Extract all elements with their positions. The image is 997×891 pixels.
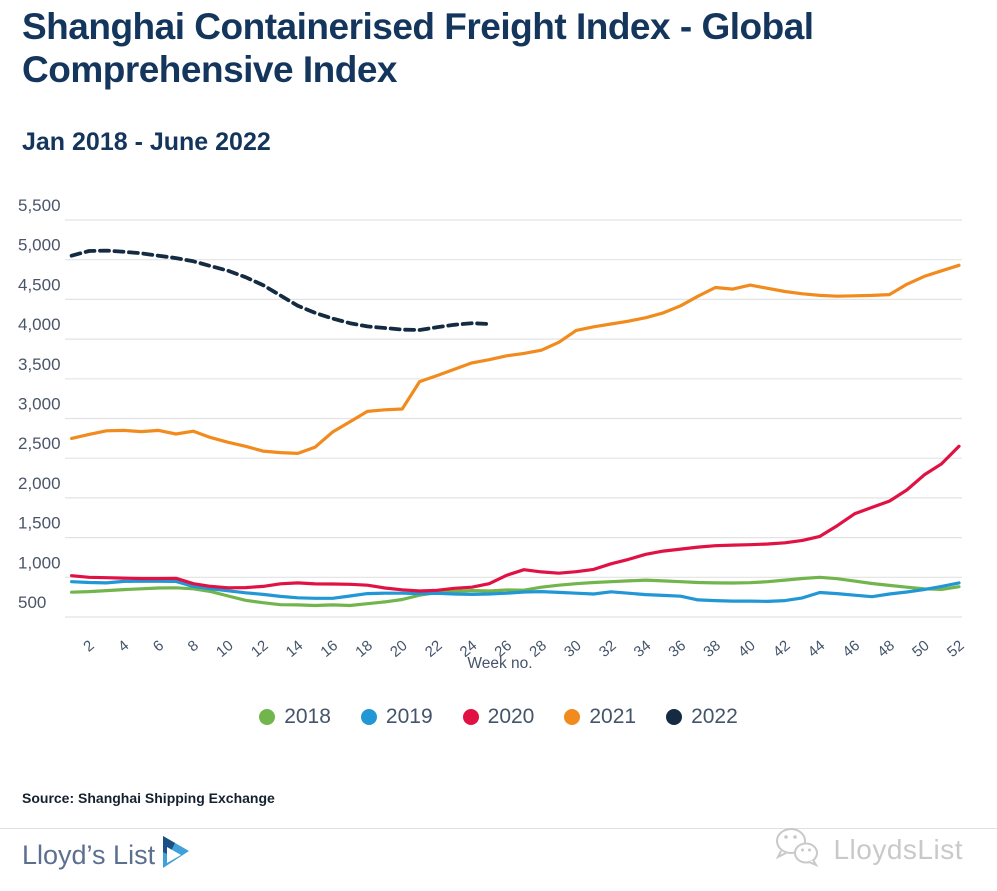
series-line-2019	[70, 579, 961, 603]
source-note: Source: Shanghai Shipping Exchange	[22, 790, 275, 806]
y-axis-tick-label: 2,000	[18, 474, 61, 493]
y-axis-tick-label: 2,500	[18, 434, 61, 453]
x-axis-tick-label: 16	[317, 637, 341, 661]
legend-dot-2018	[259, 709, 276, 725]
legend-dot-2020	[462, 709, 479, 725]
series-line-2022	[69, 248, 492, 332]
x-axis-tick-label: 4	[115, 637, 132, 655]
legend-label: 2018	[284, 705, 331, 728]
legend-label: 2022	[691, 705, 738, 728]
footer-divider	[0, 828, 997, 829]
x-axis-tick-label: 6	[150, 637, 167, 655]
x-axis-tick-label: 14	[283, 637, 307, 661]
x-axis-tick-label: 22	[422, 637, 446, 661]
x-axis-tick-label: 8	[185, 637, 202, 655]
y-axis-tick-label: 1,500	[18, 514, 61, 533]
x-axis-tick-label: 42	[770, 637, 794, 661]
y-axis-tick-label: 3,500	[18, 355, 61, 374]
legend-item-2018: 2018	[259, 705, 331, 729]
x-axis-tick-label: 50	[909, 637, 933, 661]
legend-item-2019: 2019	[360, 705, 433, 729]
lloyds-list-logo-icon	[159, 834, 195, 877]
series-line-2021	[70, 263, 961, 455]
legend-dot-2022	[666, 709, 683, 725]
x-axis-tick-label: 40	[735, 637, 759, 661]
legend-dot-2019	[360, 709, 377, 725]
x-axis-tick-label: 38	[700, 637, 724, 661]
x-axis-tick-label: 44	[805, 637, 829, 661]
page-subtitle: Jan 2018 - June 2022	[22, 128, 271, 156]
y-axis-tick-label: 3,000	[18, 395, 61, 414]
x-axis-tick-label: 46	[839, 637, 863, 661]
chart-legend: 2018 2019 2020 2021 2022	[0, 705, 997, 729]
x-axis-tick-label: 10	[213, 637, 237, 661]
publisher-branding: Lloyd’s List	[22, 834, 195, 877]
freight-index-line-chart: 5,500 5,000 4,500 4,000 3,500 3,000 2,500 2,000…	[18, 196, 968, 672]
x-axis-tick-label: 20	[387, 637, 411, 661]
x-axis-tick-label: 30	[561, 637, 585, 661]
y-axis-tick-label: 4,000	[18, 315, 61, 334]
watermark-text: LloydsList	[833, 833, 963, 865]
x-axis-tick-label: 34	[631, 637, 655, 661]
x-axis-tick-label: 32	[596, 637, 620, 661]
y-axis-tick-label: 1,000	[18, 553, 61, 572]
wechat-icon	[771, 824, 823, 875]
series-line-2020	[70, 444, 961, 593]
legend-label: 2021	[589, 705, 637, 728]
x-axis-title: Week no.	[467, 655, 532, 672]
x-axis-tick-label: 52	[944, 637, 968, 661]
legend-dot-2021	[564, 709, 581, 725]
y-axis-tick-label: 500	[18, 593, 46, 612]
page-title: Shanghai Containerised Freight Index - G…	[22, 6, 814, 90]
legend-item-2021: 2021	[564, 705, 636, 729]
x-axis-tick-label: 36	[665, 637, 689, 661]
series-line-2018	[70, 575, 961, 608]
legend-label: 2020	[487, 705, 535, 728]
lloyds-list-logo-text: Lloyd’s List	[22, 840, 156, 870]
y-axis-tick-label: 4,500	[18, 275, 61, 294]
x-axis-tick-label: 18	[352, 637, 376, 661]
y-axis-tick-label: 5,500	[18, 196, 61, 215]
x-axis-tick-label: 12	[248, 637, 272, 661]
wechat-watermark: LloydsList	[771, 824, 963, 875]
y-axis-tick-label: 5,000	[18, 236, 61, 255]
x-axis-tick-label: 48	[874, 637, 898, 661]
legend-label: 2019	[385, 705, 433, 728]
x-axis-tick-label: 2	[80, 637, 97, 655]
legend-item-2020: 2020	[462, 705, 535, 729]
legend-item-2022: 2022	[666, 705, 738, 729]
